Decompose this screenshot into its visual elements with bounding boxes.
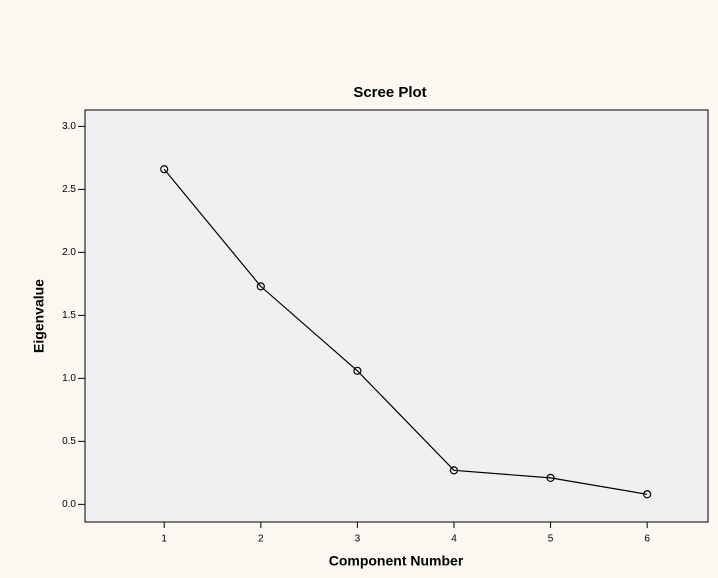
y-axis-title: Eigenvalue — [31, 279, 47, 353]
x-tick-label: 3 — [355, 534, 361, 545]
y-tick-label: 3.0 — [62, 121, 76, 132]
y-tick-label: 2.5 — [62, 184, 76, 195]
plot-area — [85, 110, 708, 522]
y-tick-label: 2.0 — [62, 247, 76, 258]
y-tick-label: 1.5 — [62, 310, 76, 321]
chart: Scree Plot Component Number Eigenvalue 0… — [0, 0, 718, 578]
x-tick-label: 4 — [451, 534, 457, 545]
x-tick-label: 5 — [548, 534, 554, 545]
x-tick-label: 2 — [258, 534, 264, 545]
y-tick-label: 0.5 — [62, 436, 76, 447]
x-axis-title: Component Number — [329, 553, 464, 569]
y-tick-label: 1.0 — [62, 373, 76, 384]
x-tick-label: 6 — [644, 534, 650, 545]
y-tick-label: 0.0 — [62, 499, 76, 510]
x-tick-label: 1 — [161, 534, 167, 545]
chart-title: Scree Plot — [353, 84, 426, 101]
